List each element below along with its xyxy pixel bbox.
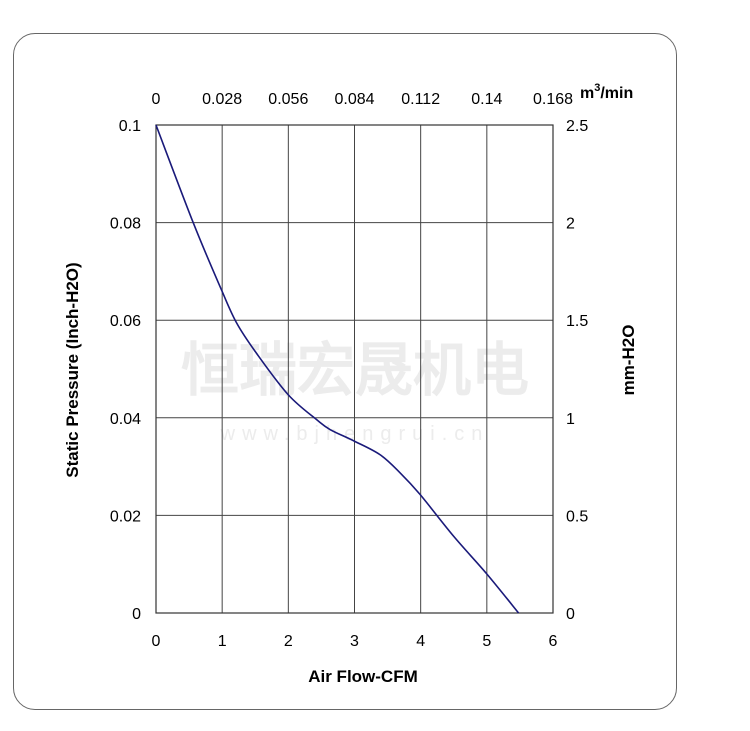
y-tick-label: 0.1 — [119, 118, 141, 135]
series-line — [155, 124, 520, 614]
x-top-tick-label: 0.168 — [533, 91, 573, 108]
x-top-tick-label: 0.084 — [334, 91, 374, 108]
y-tick-label: 0.06 — [110, 313, 141, 330]
x-tick-label: 1 — [218, 633, 227, 650]
x-top-tick-label: 0.14 — [471, 91, 502, 108]
watermark-url: www.bjhengrui.cn — [220, 423, 490, 445]
y-right-tick-label: 1.5 — [566, 313, 588, 330]
x-tick-label: 5 — [482, 633, 491, 650]
y-axis-right-label: mm-H2O — [619, 325, 638, 396]
x-top-tick-label: 0 — [152, 91, 161, 108]
x-tick-label: 4 — [416, 633, 425, 650]
y-tick-label: 0 — [132, 606, 141, 623]
x-axis-label: Air Flow-CFM — [308, 667, 418, 686]
x-tick-label: 3 — [350, 633, 359, 650]
y-right-tick-label: 1 — [566, 411, 575, 428]
x-top-tick-label: 0.028 — [202, 91, 242, 108]
y-right-tick-label: 2.5 — [566, 118, 588, 135]
y-tick-label: 0.04 — [110, 411, 141, 428]
x-tick-label: 6 — [549, 633, 558, 650]
y-right-tick-label: 0 — [566, 606, 575, 623]
y-tick-label: 0.02 — [110, 508, 141, 525]
x-tick-label: 2 — [284, 633, 293, 650]
chart-card — [13, 33, 677, 710]
y-axis-label: Static Pressure (Inch-H2O) — [63, 262, 82, 477]
y-right-tick-label: 0.5 — [566, 508, 588, 525]
plot-frame — [155, 124, 554, 614]
y-right-tick-label: 2 — [566, 216, 575, 233]
y-tick-label: 0.08 — [110, 216, 141, 233]
x-top-tick-label: 0.112 — [401, 91, 440, 108]
x-tick-label: 0 — [152, 633, 161, 650]
x-top-tick-label: 0.056 — [268, 91, 308, 108]
top-axis-unit: m3/min — [580, 82, 633, 102]
